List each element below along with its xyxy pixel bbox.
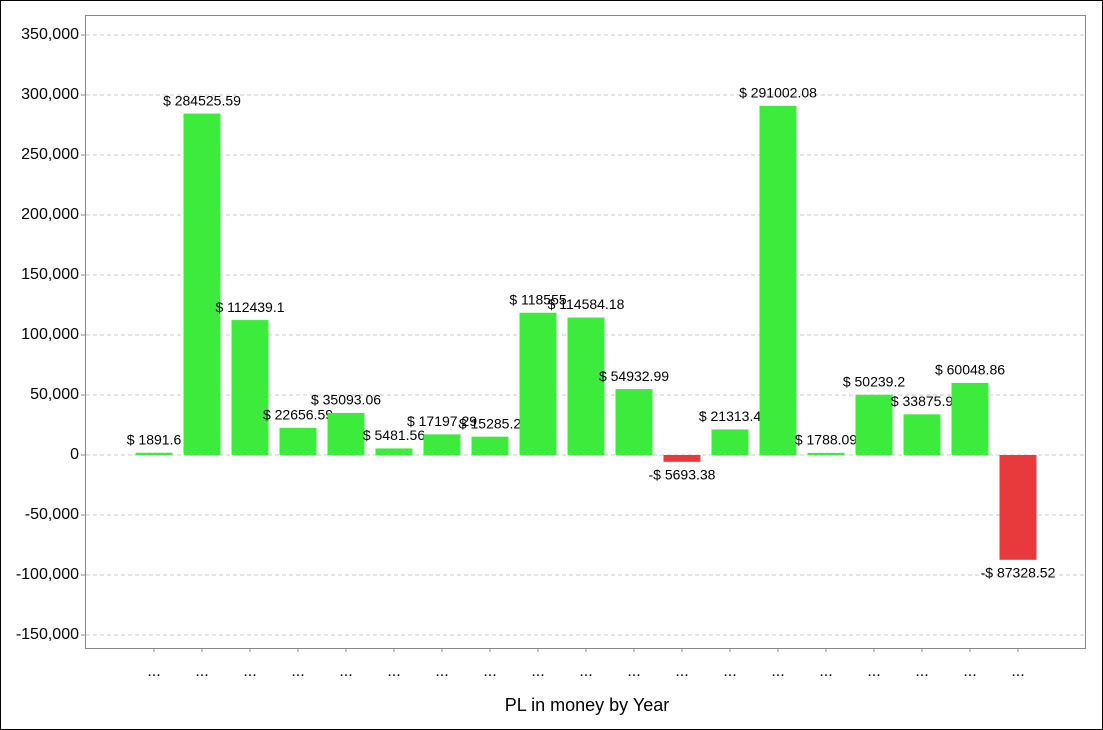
value-label: -$ 5693.38 — [649, 467, 716, 483]
y-tick-label: 0 — [70, 446, 79, 463]
bar — [567, 317, 605, 456]
bar — [663, 455, 701, 462]
bar — [615, 389, 653, 456]
y-tick-label: 300,000 — [21, 86, 79, 103]
y-tick-label: -150,000 — [16, 626, 79, 643]
bar — [903, 414, 941, 456]
value-label: $ 15285.2 — [459, 415, 521, 431]
value-label: -$ 87328.52 — [981, 564, 1056, 580]
bar — [951, 382, 989, 456]
bar — [999, 455, 1037, 560]
value-label: $ 22656.59 — [263, 407, 333, 423]
bar — [759, 105, 797, 456]
x-tick-label: ... — [195, 663, 208, 680]
value-label: $ 5481.56 — [363, 427, 425, 443]
value-label: $ 35093.06 — [311, 392, 381, 408]
x-tick-label: ... — [435, 663, 448, 680]
value-label: $ 33875.9 — [891, 393, 953, 409]
y-tick-label: 350,000 — [21, 26, 79, 43]
y-tick-label: 200,000 — [21, 206, 79, 223]
value-label: $ 284525.59 — [163, 92, 241, 108]
x-axis-label: PL in money by Year — [505, 695, 669, 715]
bar — [807, 452, 845, 456]
bar — [279, 427, 317, 456]
y-tick-label: 250,000 — [21, 146, 79, 163]
value-label: $ 118555 — [509, 291, 567, 307]
value-label: $ 114584.18 — [548, 296, 625, 312]
bar — [375, 448, 413, 456]
value-label: $ 112439.1 — [215, 299, 284, 315]
bar — [519, 312, 557, 456]
y-tick-label: -50,000 — [25, 506, 79, 523]
value-label: $ 21313.4 — [699, 408, 761, 424]
value-label: $ 50239.2 — [843, 373, 905, 389]
x-tick-label: ... — [339, 663, 352, 680]
x-tick-label: ... — [675, 663, 688, 680]
x-tick-label: ... — [147, 663, 160, 680]
x-tick-label: ... — [483, 663, 496, 680]
x-tick-label: ... — [819, 663, 832, 680]
bar — [327, 412, 365, 456]
bar — [423, 434, 461, 456]
x-tick-label: ... — [627, 663, 640, 680]
x-tick-label: ... — [531, 663, 544, 680]
y-tick-label: 100,000 — [21, 326, 79, 343]
x-tick-label: ... — [579, 663, 592, 680]
value-label: $ 1788.09 — [795, 432, 857, 448]
bar — [855, 394, 893, 456]
x-tick-label: ... — [243, 663, 256, 680]
x-tick-label: ... — [867, 663, 880, 680]
x-tick-label: ... — [723, 663, 736, 680]
x-tick-label: ... — [915, 663, 928, 680]
y-tick-label: 50,000 — [30, 386, 79, 403]
bar — [135, 452, 173, 456]
x-tick-label: ... — [387, 663, 400, 680]
value-label: $ 1891.6 — [127, 431, 182, 447]
bar — [711, 429, 749, 456]
value-label: $ 54932.99 — [599, 368, 669, 384]
x-tick-label: ... — [771, 663, 784, 680]
bar — [183, 113, 221, 456]
x-tick-label: ... — [1011, 663, 1024, 680]
y-tick-label: -100,000 — [16, 566, 79, 583]
x-tick-label: ... — [963, 663, 976, 680]
bar — [471, 436, 509, 456]
value-label: $ 60048.86 — [935, 362, 1005, 378]
value-label: $ 17197.29 — [407, 413, 477, 429]
y-tick-label: 150,000 — [21, 266, 79, 283]
x-tick-label: ... — [291, 663, 304, 680]
bar — [231, 320, 269, 456]
value-label: $ 291002.08 — [739, 85, 817, 101]
